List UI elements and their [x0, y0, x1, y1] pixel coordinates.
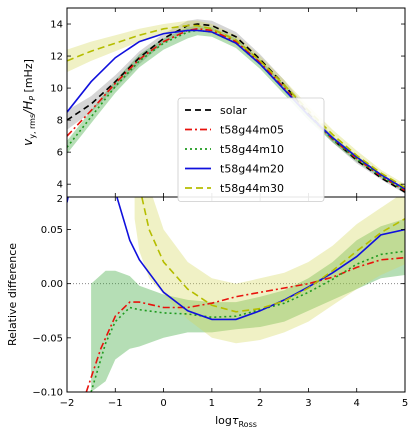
x-tick-label: −2 [60, 398, 75, 409]
series-line-t58g44m20 [67, 197, 405, 321]
bottom-plot-area [67, 197, 405, 392]
x-axis-label: logτRoss [215, 414, 257, 429]
series-line-t58g44m05 [67, 27, 405, 192]
x-tick-label: 3 [305, 398, 311, 409]
band-t58g44m10 [91, 218, 405, 392]
x-tick-label: 1 [209, 398, 215, 409]
legend-label-t58g44m30: t58g44m30 [220, 182, 284, 195]
legend-label-solar: solar [220, 104, 247, 117]
y-tick-label: 8 [57, 116, 63, 127]
y-tick-label: 6 [57, 148, 63, 159]
legend-label-t58g44m10: t58g44m10 [220, 143, 284, 156]
y-tick-label: 4 [57, 180, 63, 191]
y-tick-label: −0.10 [32, 388, 63, 399]
top-panel: 4 6 8 10 12 14 vy, rms/HP [mHz] [21, 7, 406, 198]
series-line-t58g44m20 [67, 29, 405, 190]
y-axis-label-bottom: Relative difference [6, 243, 19, 346]
series-line-t58g44m05 [85, 256, 405, 392]
y-tick-label: 12 [50, 52, 63, 63]
y-tick-label: 10 [50, 84, 63, 95]
y-tick-label: 0.05 [41, 225, 63, 236]
y-tick-label: −0.05 [32, 333, 63, 344]
series-line-t58g44m30 [140, 197, 405, 313]
band-t58g44m30 [134, 197, 405, 344]
y-tick-label: 2 [57, 194, 63, 205]
x-tick-label: 0 [160, 398, 166, 409]
legend-label-t58g44m20: t58g44m20 [220, 163, 284, 176]
x-tick-label: 5 [402, 398, 408, 409]
y-tick-label: 0.00 [41, 279, 63, 290]
series-line-t58g44m10 [67, 29, 405, 192]
legend-label-t58g44m05: t58g44m05 [220, 124, 284, 137]
y-axis-label-top: vy, rms/HP [mHz] [21, 59, 37, 146]
bottom-panel: −2 −1 0 1 2 3 4 5 −0.10 −0.05 0.00 0.05 2 Relative di… [6, 194, 408, 429]
top-plot-area [67, 19, 405, 194]
x-tick-label: −1 [108, 398, 123, 409]
legend: solar t58g44m05 t58g44m10 t58g44m20 t58g44m3… [177, 97, 325, 202]
y-tick-label: 14 [50, 20, 63, 31]
legend-box [177, 97, 325, 202]
x-tick-label: 2 [257, 398, 263, 409]
x-tick-label: 4 [354, 398, 360, 409]
